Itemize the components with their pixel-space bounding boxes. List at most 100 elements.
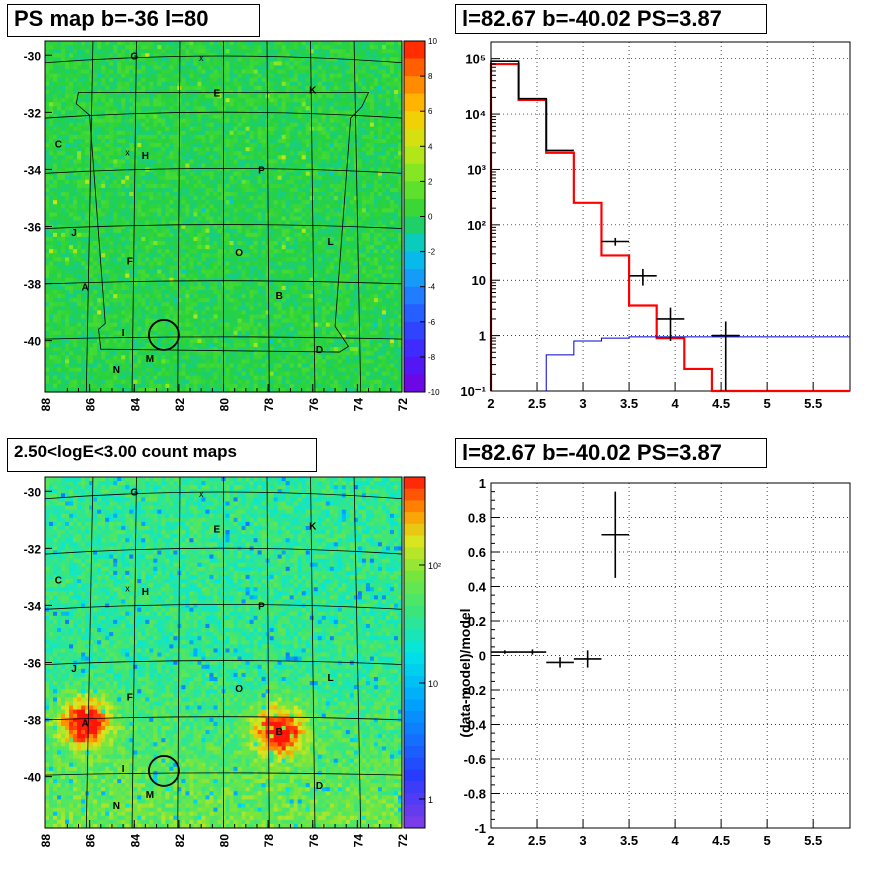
map-pixel — [217, 41, 223, 46]
map-pixel — [269, 249, 275, 254]
map-pixel — [373, 134, 379, 140]
map-pixel — [277, 69, 283, 75]
map-pixel — [201, 167, 207, 173]
map-pixel — [237, 77, 243, 83]
map-pixel — [381, 167, 387, 173]
map-pixel — [301, 183, 307, 189]
map-pixel — [73, 81, 78, 87]
map-pixel — [189, 77, 195, 83]
map-pixel — [357, 130, 363, 136]
map-pixel — [285, 114, 291, 120]
map-pixel — [345, 175, 351, 181]
map-pixel — [185, 257, 191, 262]
map-pixel — [249, 81, 255, 87]
map-pixel — [273, 212, 279, 218]
map-pixel — [97, 49, 102, 54]
map-pixel — [285, 77, 291, 83]
map-pixel — [81, 110, 86, 116]
map-pixel — [105, 49, 110, 54]
map-pixel — [133, 236, 138, 242]
map-pixel — [109, 232, 114, 238]
map-pixel — [173, 220, 178, 226]
map-pixel — [329, 192, 335, 197]
map-pixel — [393, 151, 399, 156]
map-pixel — [205, 216, 211, 222]
map-pixel — [381, 130, 387, 136]
map-pixel — [273, 175, 279, 181]
map-pixel — [241, 196, 247, 201]
map-pixel — [109, 249, 114, 254]
map-pixel — [61, 130, 66, 136]
map-pixel — [73, 192, 78, 197]
map-pixel — [117, 130, 122, 136]
map-pixel — [53, 171, 58, 177]
map-pixel — [329, 171, 335, 177]
map-pixel — [313, 265, 319, 271]
map-pixel — [149, 45, 154, 50]
map-pixel — [169, 167, 174, 173]
map-pixel — [205, 73, 211, 79]
map-pixel — [333, 114, 339, 120]
map-pixel — [153, 134, 158, 140]
map-pixel — [69, 134, 74, 140]
map-pixel — [253, 45, 259, 50]
map-pixel — [61, 265, 66, 271]
map-pixel — [285, 147, 291, 152]
map-pixel — [233, 126, 239, 132]
map-pixel — [61, 143, 66, 148]
map-pixel — [333, 224, 339, 230]
map-pixel — [137, 192, 142, 197]
map-pixel — [193, 61, 199, 67]
map-pixel — [209, 85, 215, 91]
map-pixel — [93, 69, 98, 75]
map-pixel — [345, 208, 351, 214]
map-pixel — [185, 61, 191, 67]
map-pixel — [297, 151, 303, 156]
map-pixel — [245, 134, 251, 140]
map-pixel — [125, 232, 130, 238]
map-pixel — [225, 192, 231, 197]
map-pixel — [125, 77, 130, 83]
map-pixel — [393, 159, 399, 165]
map-pixel — [113, 106, 118, 111]
map-pixel — [85, 192, 90, 197]
map-pixel — [321, 261, 327, 267]
map-pixel — [361, 232, 367, 238]
map-pixel — [157, 81, 162, 87]
map-pixel — [85, 69, 90, 75]
map-pixel — [145, 122, 150, 128]
map-pixel — [165, 122, 170, 128]
map-pixel — [57, 73, 62, 79]
map-pixel — [205, 232, 211, 238]
map-pixel — [169, 212, 174, 218]
map-pixel — [213, 49, 219, 54]
map-pixel — [353, 265, 359, 271]
map-pixel — [125, 73, 130, 79]
map-pixel — [45, 269, 50, 275]
map-pixel — [317, 110, 323, 116]
map-pixel — [145, 236, 150, 242]
map-pixel — [305, 130, 311, 136]
map-pixel — [85, 94, 90, 99]
map-pixel — [373, 73, 379, 79]
map-pixel — [249, 155, 255, 160]
map-pixel — [53, 245, 58, 250]
map-pixel — [321, 240, 327, 246]
map-pixel — [369, 73, 375, 79]
map-pixel — [165, 175, 170, 181]
map-pixel — [117, 57, 122, 63]
map-pixel — [69, 65, 74, 71]
map-pixel — [305, 98, 311, 103]
map-pixel — [61, 73, 66, 79]
map-pixel — [137, 204, 142, 209]
map-pixel — [145, 163, 150, 169]
map-pixel — [381, 179, 387, 185]
map-pixel — [261, 236, 267, 242]
map-pixel — [305, 61, 311, 67]
map-pixel — [281, 200, 287, 205]
map-pixel — [189, 151, 195, 156]
map-pixel — [49, 130, 54, 136]
map-pixel — [237, 208, 243, 214]
map-pixel — [121, 65, 126, 71]
map-pixel — [373, 171, 379, 177]
